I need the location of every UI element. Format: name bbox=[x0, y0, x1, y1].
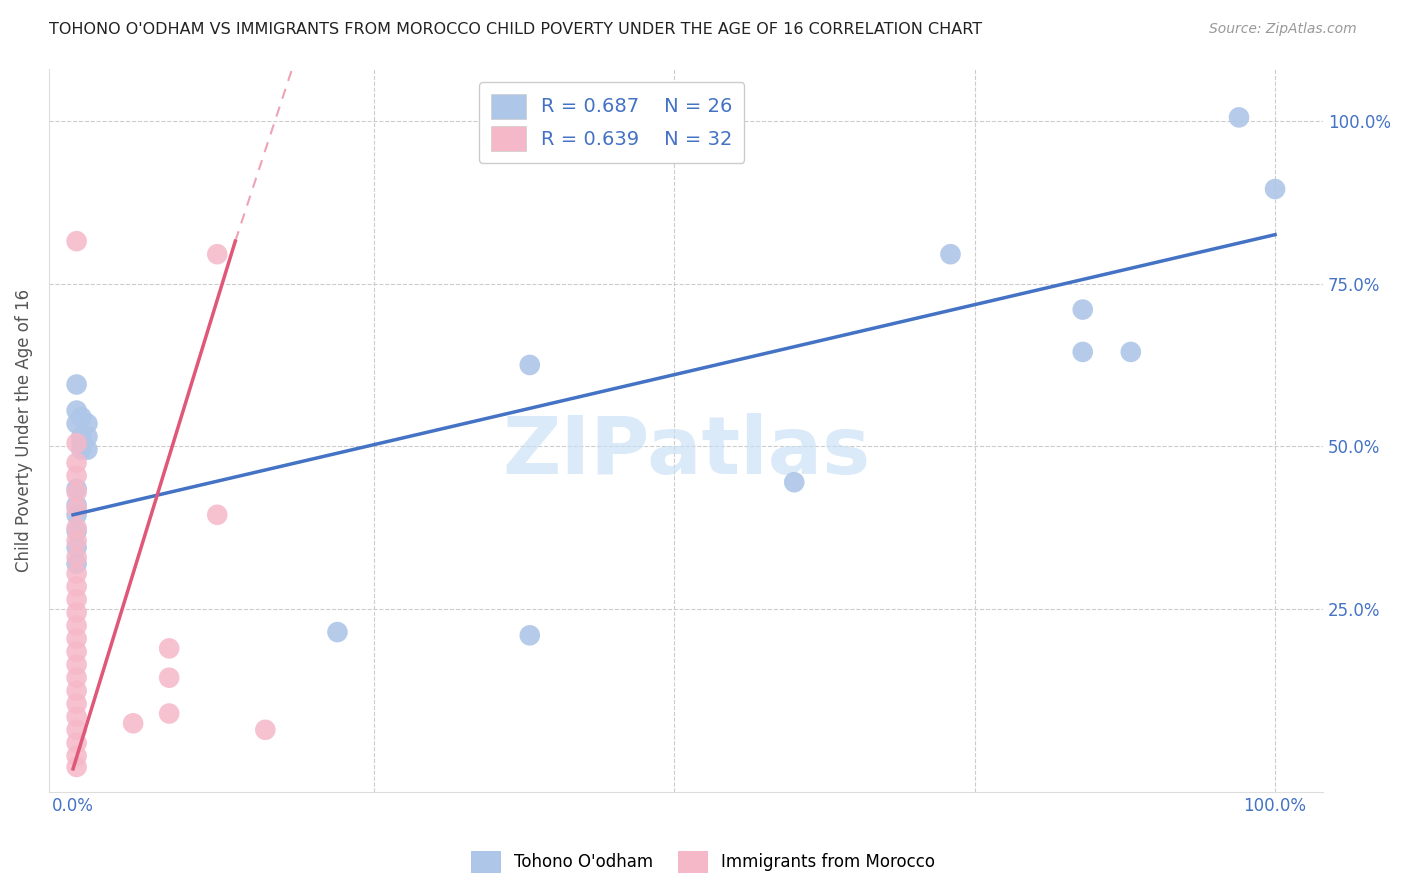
Point bbox=[70, 436, 93, 450]
Point bbox=[65, 508, 87, 522]
Point bbox=[65, 760, 87, 774]
Point bbox=[1119, 345, 1142, 359]
Point bbox=[1227, 111, 1250, 125]
Y-axis label: Child Poverty Under the Age of 16: Child Poverty Under the Age of 16 bbox=[15, 288, 32, 572]
Point bbox=[157, 671, 180, 685]
Point bbox=[65, 377, 87, 392]
Point bbox=[65, 468, 87, 483]
Point bbox=[65, 498, 87, 512]
Point bbox=[65, 566, 87, 581]
Point bbox=[65, 710, 87, 724]
Point bbox=[65, 632, 87, 646]
Point bbox=[65, 723, 87, 737]
Point bbox=[65, 521, 87, 535]
Point bbox=[207, 247, 229, 261]
Point bbox=[65, 736, 87, 750]
Point bbox=[65, 697, 87, 711]
Legend: Tohono O'odham, Immigrants from Morocco: Tohono O'odham, Immigrants from Morocco bbox=[464, 845, 942, 880]
Point bbox=[939, 247, 962, 261]
Point bbox=[65, 403, 87, 417]
Point bbox=[65, 618, 87, 632]
Point bbox=[65, 645, 87, 659]
Point bbox=[207, 508, 229, 522]
Point bbox=[65, 436, 87, 450]
Point bbox=[65, 234, 87, 248]
Point bbox=[65, 671, 87, 685]
Point bbox=[519, 628, 541, 642]
Point bbox=[157, 706, 180, 721]
Point bbox=[519, 358, 541, 372]
Text: Source: ZipAtlas.com: Source: ZipAtlas.com bbox=[1209, 22, 1357, 37]
Point bbox=[1071, 345, 1094, 359]
Point bbox=[70, 410, 93, 425]
Point bbox=[65, 683, 87, 698]
Point bbox=[65, 485, 87, 500]
Point bbox=[65, 657, 87, 672]
Legend: R = 0.687    N = 26, R = 0.639    N = 32: R = 0.687 N = 26, R = 0.639 N = 32 bbox=[479, 82, 744, 163]
Point bbox=[65, 550, 87, 565]
Point bbox=[122, 716, 145, 731]
Point bbox=[783, 475, 806, 490]
Point bbox=[1264, 182, 1286, 196]
Point bbox=[65, 417, 87, 431]
Point bbox=[65, 606, 87, 620]
Point bbox=[70, 442, 93, 457]
Point bbox=[65, 524, 87, 538]
Text: ZIPatlas: ZIPatlas bbox=[502, 413, 870, 491]
Point bbox=[76, 417, 98, 431]
Point bbox=[70, 429, 93, 443]
Point bbox=[76, 429, 98, 443]
Point bbox=[65, 533, 87, 548]
Point bbox=[65, 592, 87, 607]
Text: TOHONO O'ODHAM VS IMMIGRANTS FROM MOROCCO CHILD POVERTY UNDER THE AGE OF 16 CORR: TOHONO O'ODHAM VS IMMIGRANTS FROM MOROCC… bbox=[49, 22, 983, 37]
Point bbox=[65, 501, 87, 516]
Point bbox=[65, 482, 87, 496]
Point bbox=[65, 456, 87, 470]
Point bbox=[157, 641, 180, 656]
Point bbox=[65, 579, 87, 593]
Point bbox=[326, 625, 349, 640]
Point bbox=[254, 723, 277, 737]
Point bbox=[1071, 302, 1094, 317]
Point bbox=[76, 442, 98, 457]
Point bbox=[65, 557, 87, 571]
Point bbox=[65, 748, 87, 763]
Point bbox=[65, 541, 87, 555]
